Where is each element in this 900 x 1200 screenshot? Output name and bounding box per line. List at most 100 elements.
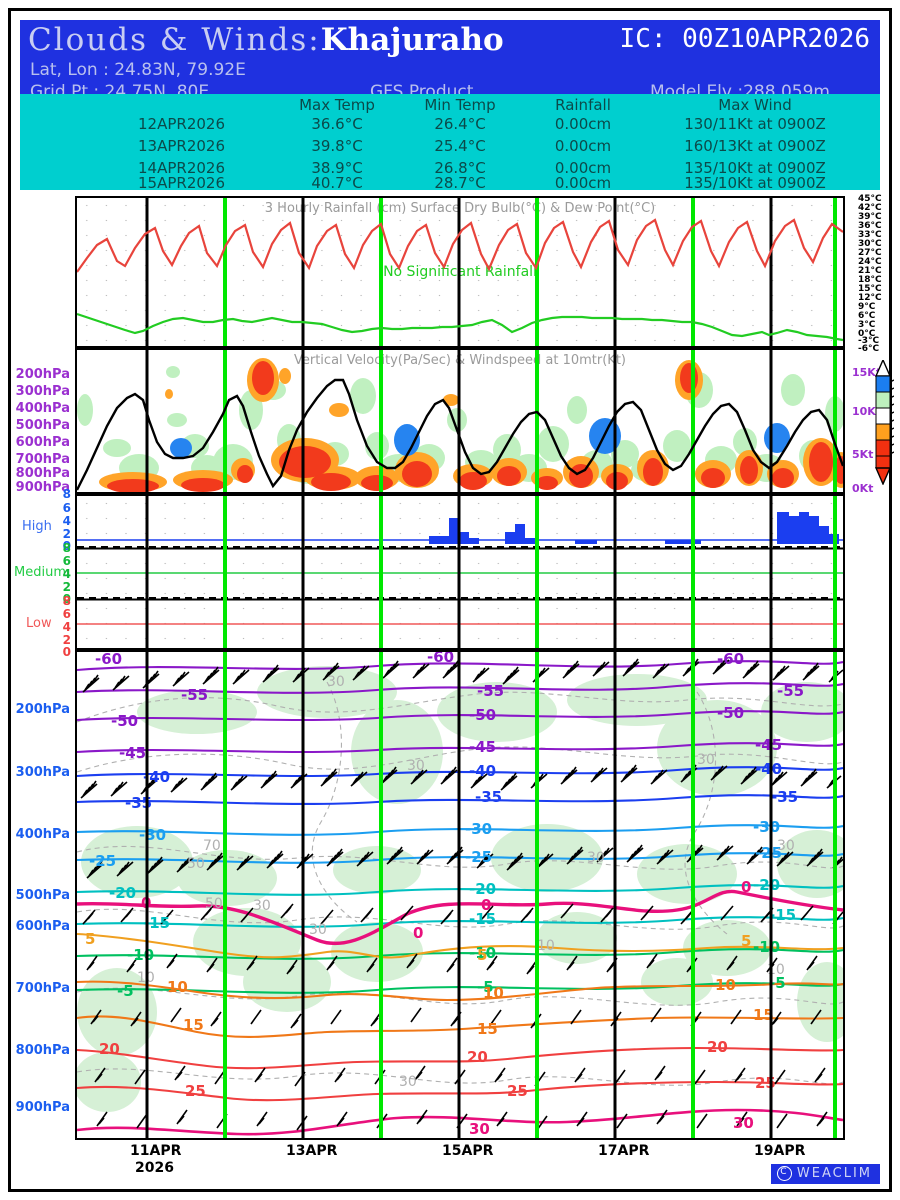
x-tick: 11APR [130,1143,182,1159]
temp-tick: 3°C [858,320,876,330]
svg-text:-20: -20 [109,884,136,902]
cloud-tick-medium: 6 [62,554,71,568]
svg-text:30: 30 [777,838,795,854]
svg-text:-10: -10 [469,944,496,962]
column-header-rainfall: Rainfall [555,96,611,114]
temp-tick: 39°C [858,212,882,222]
high-cloud-bars [429,512,839,544]
svg-text:-35: -35 [475,788,502,806]
cloud-tick-low: 4 [62,620,71,634]
x-tick: 13APR [286,1143,338,1159]
svg-text:-30: -30 [753,818,780,836]
cloud-tick-high: 6 [62,501,71,515]
svg-text:30: 30 [733,1114,754,1132]
svg-text:0: 0 [413,924,423,942]
svg-text:-35: -35 [771,788,798,806]
station-name: Khajuraho [320,22,504,58]
vertical-velocity-plot [77,350,843,492]
svg-text:30: 30 [469,1120,490,1138]
cell-rainfall: 0.00cm [554,137,612,155]
dew-point-curve [77,312,843,342]
cell-date: 14APR2026 [138,159,225,177]
x-tick: 17APR [598,1143,650,1159]
cloud-tick-high: 2 [62,527,71,541]
weaclim-logo: C WEACLIM [770,1164,880,1184]
svg-text:30: 30 [587,850,605,866]
cloud-tick-low: 2 [62,633,71,647]
svg-text:-50: -50 [111,712,138,730]
forecast-summary-table: Max Temp Min Temp Rainfall Max Wind 12AP… [20,94,880,192]
svg-text:-10: -10 [127,946,154,964]
svg-text:-45: -45 [119,744,146,762]
svg-text:-35: -35 [125,794,152,812]
temp-tick: 9°C [858,302,876,312]
svg-text:-5: -5 [117,982,134,1000]
pressure-tick: 800hPa [15,466,70,481]
svg-text:10: 10 [715,976,736,994]
column-header-min-temp: Min Temp [424,96,496,114]
temp-tick: 30°C [858,239,882,249]
svg-text:20: 20 [707,1038,728,1056]
column-header-max-temp: Max Temp [299,96,375,114]
title-prefix: Clouds & Winds: [28,22,321,58]
cloud-tick-medium: 8 [62,541,71,555]
day-separators [145,496,837,648]
cell-max-wind: 160/13Kt at 0900Z [684,137,826,155]
svg-text:-25: -25 [465,848,492,866]
cloud-group-label-high: High [22,519,52,534]
temp-tick: 45°C [858,194,882,204]
cell-rainfall: 0.00cm [554,115,612,133]
pressure-tick: 800hPa [15,1043,70,1058]
svg-text:30: 30 [697,752,715,768]
windspeed-10m-curve [77,378,843,491]
svg-text:-5: -5 [477,978,494,996]
cloud-tick-high: 4 [62,514,71,528]
svg-text:-40: -40 [469,762,496,780]
cell-max-temp: 39.8°C [311,137,363,155]
page-title: Clouds & Winds:Khajuraho [28,22,504,58]
page-border [8,8,892,1192]
cloud-tick-medium: 2 [62,580,71,594]
pressure-tick: 400hPa [15,401,70,416]
svg-text:20: 20 [99,1040,120,1058]
cell-max-temp: 38.9°C [311,159,363,177]
cloud-group-label-low: Low [26,616,52,631]
svg-text:-55: -55 [777,682,804,700]
temp-tick: -6°C [858,344,880,354]
svg-text:-50: -50 [469,706,496,724]
pressure-tick: 900hPa [15,480,70,495]
pressure-tick: 300hPa [15,384,70,399]
vertical-velocity-panel: Vertical Velocity(Pa/Sec) & Windspeed at… [75,348,845,494]
svg-text:30: 30 [327,674,345,690]
temp-tick: 21°C [858,266,882,276]
cell-max-wind: 135/10Kt at 0900Z [684,174,826,192]
svg-text:50: 50 [187,856,205,872]
wind-scale-tick: 5Kt [852,448,874,461]
svg-text:10: 10 [483,984,504,1002]
svg-text:-40: -40 [143,768,170,786]
cloud-tick-low: 8 [62,594,71,608]
svg-text:25: 25 [755,1074,776,1092]
cross-section-plot: -60 -60 -60 -55 -55 -55 -50 -50 -50 -45 -45 -45 … [77,652,843,1138]
day-separators [145,350,837,492]
svg-text:-45: -45 [469,738,496,756]
vv-shading [77,358,843,492]
cloud-tick-low: 6 [62,607,71,621]
temp-tick: -3°C [858,336,880,346]
cloud-tick-high: 8 [62,487,71,501]
svg-text:25: 25 [185,1082,206,1100]
cell-rainfall: 0.00cm [554,159,612,177]
pressure-tick: 600hPa [15,919,70,934]
svg-text:30: 30 [253,898,271,914]
svg-text:70: 70 [203,838,221,854]
x-axis-year: 2026 [135,1160,174,1176]
pressure-tick: 900hPa [15,1100,70,1115]
cell-min-temp: 26.8°C [434,159,486,177]
temp-tick: 33°C [858,230,882,240]
temp-tick: 15°C [858,284,882,294]
logo-text: WEACLIM [796,1166,872,1181]
cell-date: 13APR2026 [138,137,225,155]
cell-min-temp: 28.7°C [434,174,486,192]
svg-text:-10: -10 [753,938,780,956]
